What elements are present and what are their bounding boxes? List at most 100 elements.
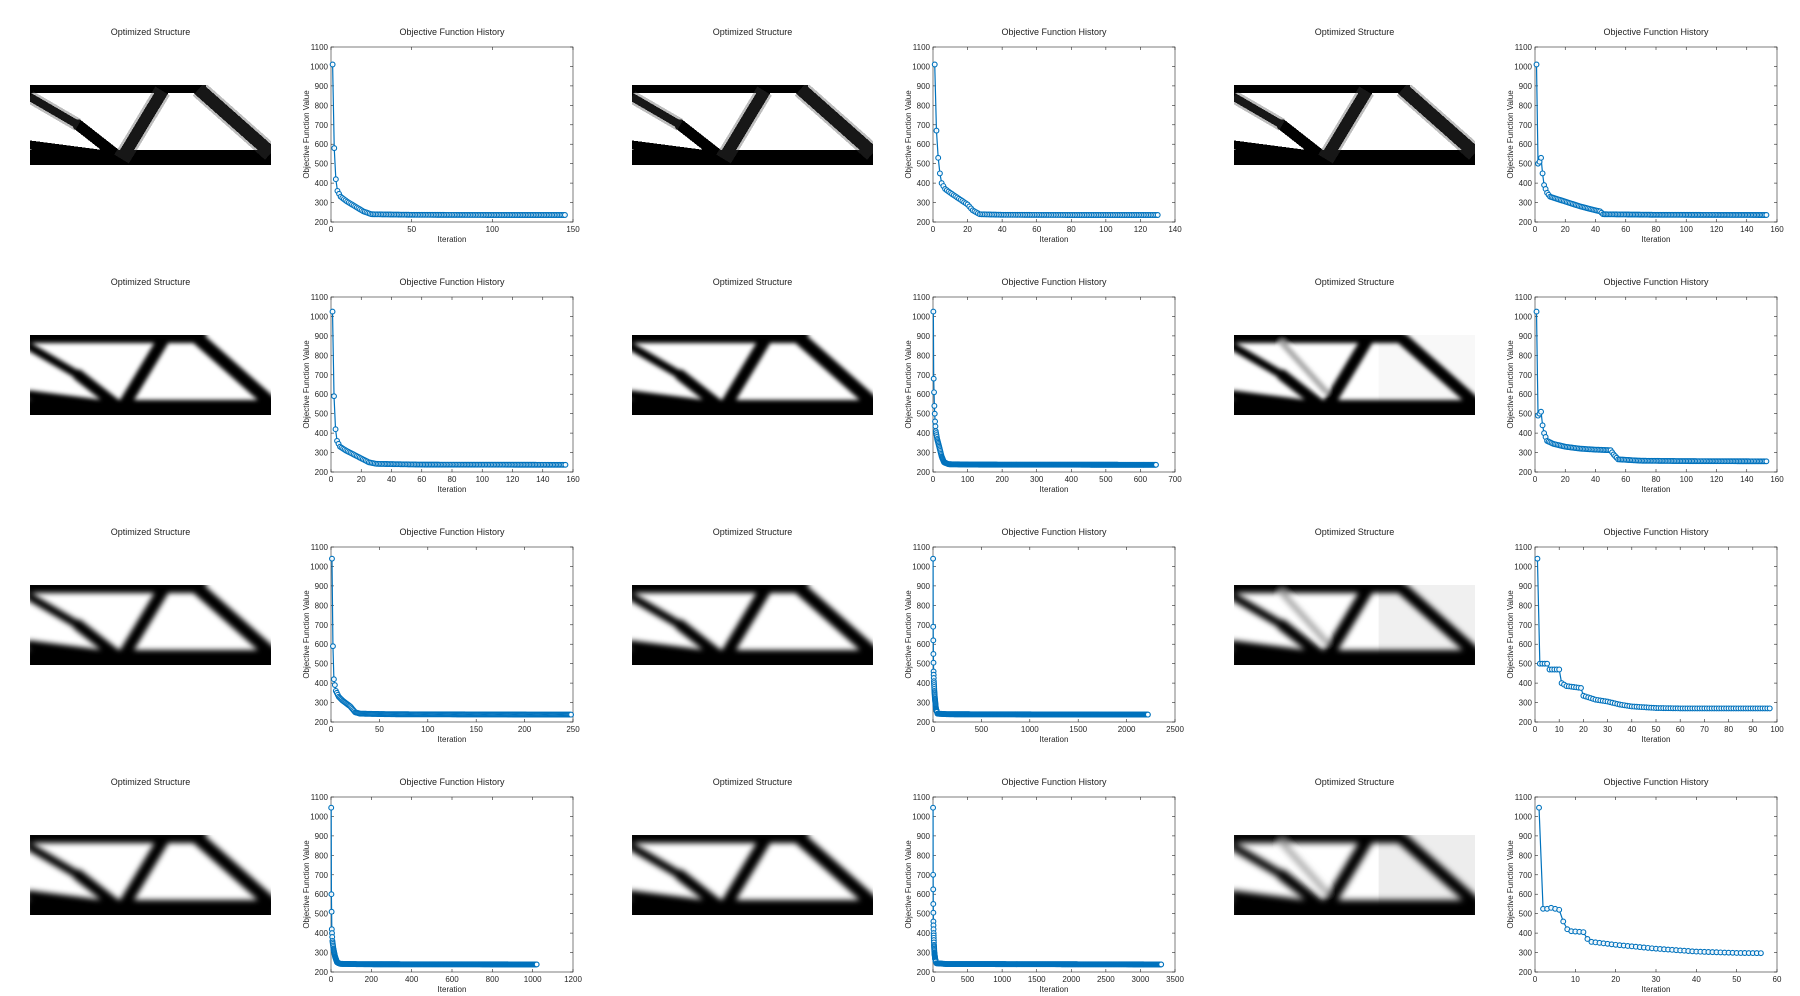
y-tick-label: 700	[315, 621, 329, 630]
x-tick-label: 140	[536, 475, 550, 484]
y-tick-label: 300	[1519, 949, 1533, 958]
x-tick-label: 200	[365, 975, 379, 984]
y-tick-label: 300	[1519, 199, 1533, 208]
x-tick-label: 1000	[524, 975, 542, 984]
panel-1-1: Optimized Structure Objective Function Hi…	[632, 277, 1182, 494]
x-tick-label: 10	[1555, 725, 1564, 734]
x-tick-label: 20	[1561, 475, 1570, 484]
x-tick-label: 0	[1533, 975, 1538, 984]
x-tick-label: 700	[1168, 475, 1182, 484]
y-tick-label: 500	[315, 410, 329, 419]
y-tick-label: 300	[917, 949, 931, 958]
x-tick-label: 50	[407, 225, 416, 234]
data-point	[1763, 458, 1770, 465]
y-tick-label: 800	[1519, 601, 1533, 610]
y-tick-label: 1100	[913, 543, 931, 552]
x-tick-label: 20	[1561, 225, 1570, 234]
x-tick-label: 40	[1591, 475, 1600, 484]
data-point	[931, 389, 937, 396]
data-point	[930, 804, 937, 811]
y-tick-label: 600	[1519, 890, 1533, 899]
x-tick-label: 100	[421, 725, 435, 734]
y-tick-label: 300	[917, 199, 931, 208]
y-tick-label: 400	[315, 179, 329, 188]
y-tick-label: 500	[1519, 910, 1533, 919]
y-tick-label: 1000	[912, 562, 930, 571]
optimized-structure-image	[30, 335, 271, 415]
x-axis-label: Iteration	[438, 735, 467, 744]
y-tick-label: 600	[917, 890, 931, 899]
y-tick-label: 500	[917, 160, 931, 169]
x-tick-label: 300	[1030, 475, 1044, 484]
chart-title: Objective Function History	[1603, 777, 1709, 787]
y-tick-label: 200	[917, 218, 931, 227]
x-tick-label: 40	[1591, 225, 1600, 234]
x-tick-label: 100	[1099, 225, 1113, 234]
panel-2-1: Optimized Structure Objective Function Hi…	[632, 527, 1184, 744]
structure-title: Optimized Structure	[111, 27, 191, 37]
data-point	[562, 461, 569, 468]
data-point	[1560, 918, 1567, 925]
y-tick-label: 200	[315, 468, 329, 477]
optimized-structure-image	[632, 85, 873, 165]
data-point	[1578, 685, 1584, 691]
y-tick-label: 800	[315, 101, 329, 110]
panel-0-0: Optimized Structure Objective Function Hi…	[30, 27, 580, 244]
x-tick-label: 0	[329, 975, 334, 984]
x-tick-label: 60	[1621, 475, 1630, 484]
y-tick-label: 500	[917, 410, 931, 419]
x-tick-label: 0	[329, 475, 334, 484]
y-axis-label: Objective Function Value	[904, 340, 913, 429]
x-tick-label: 200	[518, 725, 532, 734]
y-tick-label: 1100	[311, 293, 329, 302]
x-tick-label: 140	[1168, 225, 1182, 234]
y-tick-label: 900	[315, 82, 329, 91]
panel-3-1: Optimized Structure Objective Function Hi…	[632, 777, 1184, 994]
panel-1-0: Optimized Structure Objective Function Hi…	[30, 277, 580, 494]
x-tick-label: 100	[476, 475, 490, 484]
y-tick-label: 500	[1519, 410, 1533, 419]
y-tick-label: 400	[315, 929, 329, 938]
data-point	[331, 393, 337, 400]
x-tick-label: 120	[506, 475, 520, 484]
y-tick-label: 500	[315, 660, 329, 669]
x-tick-label: 500	[961, 975, 975, 984]
y-tick-label: 1100	[913, 293, 931, 302]
optimized-structure-image	[30, 85, 271, 165]
x-tick-label: 30	[1603, 725, 1612, 734]
y-tick-label: 300	[315, 449, 329, 458]
x-tick-label: 20	[963, 225, 972, 234]
y-tick-label: 800	[917, 101, 931, 110]
y-tick-label: 1100	[1515, 543, 1533, 552]
y-tick-label: 200	[1519, 968, 1533, 977]
data-point	[1544, 660, 1551, 667]
data-point	[329, 555, 335, 562]
y-tick-label: 700	[1519, 621, 1533, 630]
optimized-structure-image	[30, 835, 271, 915]
x-tick-label: 40	[998, 225, 1007, 234]
chart-title: Objective Function History	[399, 27, 505, 37]
series-markers	[328, 804, 540, 968]
series-markers	[931, 61, 1161, 218]
chart-title: Objective Function History	[1603, 527, 1709, 537]
data-point	[1556, 666, 1563, 673]
x-tick-label: 120	[1710, 475, 1724, 484]
panel-0-1: Optimized Structure Objective Function Hi…	[632, 27, 1182, 244]
panel-3-2: Optimized Structure Objective Function Hi…	[1234, 777, 1782, 994]
y-tick-label: 600	[1519, 140, 1533, 149]
y-tick-label: 600	[315, 640, 329, 649]
y-tick-label: 800	[917, 601, 931, 610]
y-axis-label: Objective Function Value	[1506, 840, 1515, 929]
y-tick-label: 900	[315, 332, 329, 341]
y-tick-label: 700	[1519, 871, 1533, 880]
y-tick-label: 900	[315, 832, 329, 841]
y-tick-label: 1000	[310, 562, 328, 571]
x-tick-label: 100	[486, 225, 500, 234]
x-tick-label: 40	[387, 475, 396, 484]
data-point	[328, 908, 335, 915]
series-markers	[1533, 61, 1770, 218]
plot-area	[1534, 296, 1778, 473]
x-tick-label: 80	[1724, 725, 1733, 734]
plot-area	[1534, 546, 1778, 723]
data-point	[930, 900, 937, 907]
